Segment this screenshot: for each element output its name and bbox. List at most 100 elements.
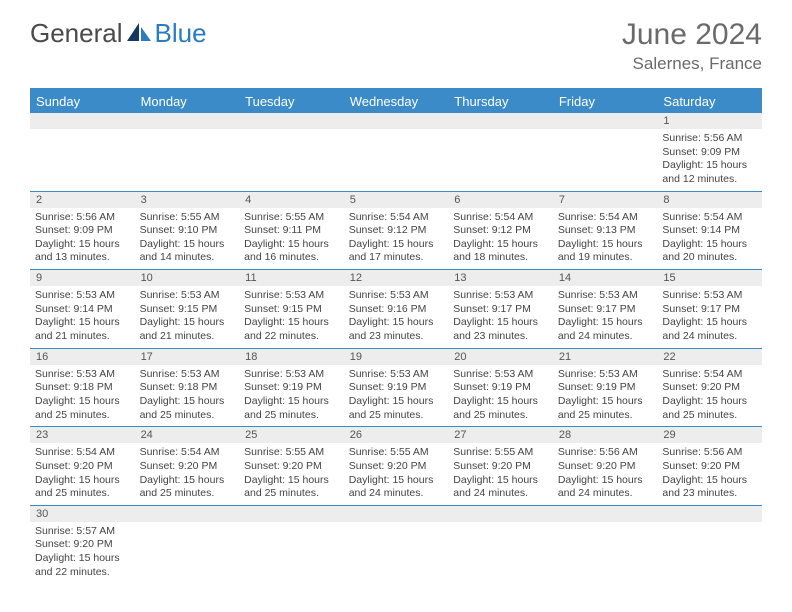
sunrise-text: Sunrise: 5:56 AM — [35, 211, 130, 225]
day-cell: Sunrise: 5:53 AMSunset: 9:19 PMDaylight:… — [553, 365, 658, 427]
sunset-text: Sunset: 9:15 PM — [244, 303, 339, 317]
daylight-text: and 21 minutes. — [35, 330, 130, 344]
day-number: 7 — [553, 192, 658, 208]
sunset-text: Sunset: 9:17 PM — [662, 303, 757, 317]
day-cell: Sunrise: 5:55 AMSunset: 9:20 PMDaylight:… — [344, 443, 449, 505]
day-number-row: 16171819202122 — [30, 349, 762, 365]
day-cell — [30, 129, 135, 191]
sunrise-text: Sunrise: 5:55 AM — [244, 446, 339, 460]
sunset-text: Sunset: 9:09 PM — [662, 146, 757, 160]
sunrise-text: Sunrise: 5:55 AM — [244, 211, 339, 225]
daylight-text: and 24 minutes. — [349, 487, 444, 501]
daylight-text: and 25 minutes. — [35, 487, 130, 501]
sunrise-text: Sunrise: 5:53 AM — [140, 289, 235, 303]
day-number — [239, 113, 344, 129]
sunset-text: Sunset: 9:18 PM — [35, 381, 130, 395]
daylight-text: Daylight: 15 hours — [35, 395, 130, 409]
day-cell: Sunrise: 5:55 AMSunset: 9:10 PMDaylight:… — [135, 208, 240, 270]
daylight-text: Daylight: 15 hours — [662, 395, 757, 409]
day-number — [553, 113, 658, 129]
day-cell: Sunrise: 5:54 AMSunset: 9:12 PMDaylight:… — [344, 208, 449, 270]
sunrise-text: Sunrise: 5:53 AM — [349, 368, 444, 382]
day-number: 15 — [657, 270, 762, 286]
sunset-text: Sunset: 9:19 PM — [244, 381, 339, 395]
sunrise-text: Sunrise: 5:55 AM — [140, 211, 235, 225]
daylight-text: and 24 minutes. — [558, 487, 653, 501]
day-number: 26 — [344, 427, 449, 443]
daylight-text: Daylight: 15 hours — [35, 552, 130, 566]
logo-text-general: General — [30, 18, 123, 49]
day-cell: Sunrise: 5:53 AMSunset: 9:16 PMDaylight:… — [344, 286, 449, 348]
day-cell: Sunrise: 5:56 AMSunset: 9:20 PMDaylight:… — [553, 443, 658, 505]
daylight-text: and 17 minutes. — [349, 251, 444, 265]
daylight-text: Daylight: 15 hours — [244, 316, 339, 330]
day-cell: Sunrise: 5:56 AMSunset: 9:09 PMDaylight:… — [30, 208, 135, 270]
daylight-text: and 25 minutes. — [140, 409, 235, 423]
daylight-text: and 25 minutes. — [35, 409, 130, 423]
day-number: 20 — [448, 349, 553, 365]
day-cell — [344, 129, 449, 191]
week-row: Sunrise: 5:56 AMSunset: 9:09 PM Daylight:… — [30, 208, 762, 271]
day-header: Wednesday — [344, 90, 449, 113]
daylight-text: and 13 minutes. — [35, 251, 130, 265]
day-cell: Sunrise: 5:53 AMSunset: 9:18 PMDaylight:… — [30, 365, 135, 427]
sunrise-text: Sunrise: 5:53 AM — [558, 289, 653, 303]
daylight-text: Daylight: 15 hours — [453, 238, 548, 252]
day-header: Friday — [553, 90, 658, 113]
sunset-text: Sunset: 9:16 PM — [349, 303, 444, 317]
daylight-text: Daylight: 15 hours — [662, 159, 757, 173]
daylight-text: and 23 minutes. — [349, 330, 444, 344]
day-number — [448, 113, 553, 129]
day-cell: Sunrise: 5:55 AMSunset: 9:11 PMDaylight:… — [239, 208, 344, 270]
day-header: Tuesday — [239, 90, 344, 113]
daylight-text: Daylight: 15 hours — [35, 474, 130, 488]
daylight-text: and 20 minutes. — [662, 251, 757, 265]
daylight-text: Daylight: 15 hours — [349, 316, 444, 330]
calendar: Sunday Monday Tuesday Wednesday Thursday… — [30, 88, 762, 583]
daylight-text: and 25 minutes. — [453, 409, 548, 423]
sunrise-text: Sunrise: 5:56 AM — [662, 132, 757, 146]
day-number: 2 — [30, 192, 135, 208]
day-number: 13 — [448, 270, 553, 286]
day-number: 8 — [657, 192, 762, 208]
daylight-text: and 24 minutes. — [558, 330, 653, 344]
day-number: 28 — [553, 427, 658, 443]
day-number-row: 23242526272829 — [30, 427, 762, 443]
sunset-text: Sunset: 9:09 PM — [35, 224, 130, 238]
day-number — [448, 506, 553, 522]
day-number — [657, 506, 762, 522]
sunset-text: Sunset: 9:20 PM — [662, 381, 757, 395]
day-header: Sunday — [30, 90, 135, 113]
day-number: 6 — [448, 192, 553, 208]
sunrise-text: Sunrise: 5:53 AM — [35, 289, 130, 303]
day-number: 24 — [135, 427, 240, 443]
daylight-text: and 25 minutes. — [244, 409, 339, 423]
daylight-text: Daylight: 15 hours — [558, 474, 653, 488]
day-number: 3 — [135, 192, 240, 208]
title-month: June 2024 — [622, 18, 762, 52]
sunset-text: Sunset: 9:13 PM — [558, 224, 653, 238]
sunset-text: Sunset: 9:19 PM — [349, 381, 444, 395]
day-cell: Sunrise: 5:55 AMSunset: 9:20 PMDaylight:… — [448, 443, 553, 505]
sunset-text: Sunset: 9:20 PM — [558, 460, 653, 474]
day-number — [30, 113, 135, 129]
week-row: Sunrise: 5:56 AMSunset: 9:09 PMDaylight:… — [30, 129, 762, 192]
sunrise-text: Sunrise: 5:53 AM — [244, 289, 339, 303]
sunrise-text: Sunrise: 5:53 AM — [349, 289, 444, 303]
day-cell: Sunrise: 5:55 AMSunset: 9:20 PMDaylight:… — [239, 443, 344, 505]
daylight-text: Daylight: 15 hours — [453, 316, 548, 330]
sunrise-text: Sunrise: 5:54 AM — [662, 368, 757, 382]
sunset-text: Sunset: 9:20 PM — [35, 538, 130, 552]
day-cell: Sunrise: 5:53 AMSunset: 9:17 PMDaylight:… — [657, 286, 762, 348]
day-number — [344, 506, 449, 522]
day-number: 14 — [553, 270, 658, 286]
sunset-text: Sunset: 9:11 PM — [244, 224, 339, 238]
day-number: 22 — [657, 349, 762, 365]
day-cell: Sunrise: 5:54 AMSunset: 9:13 PMDaylight:… — [553, 208, 658, 270]
daylight-text: and 22 minutes. — [35, 566, 130, 580]
daylight-text: Daylight: 15 hours — [244, 395, 339, 409]
daylight-text: and 16 minutes. — [244, 251, 339, 265]
day-cell: Sunrise: 5:53 AMSunset: 9:15 PMDaylight:… — [239, 286, 344, 348]
day-cell: Sunrise: 5:53 AMSunset: 9:19 PMDaylight:… — [448, 365, 553, 427]
sunrise-text: Sunrise: 5:54 AM — [558, 211, 653, 225]
